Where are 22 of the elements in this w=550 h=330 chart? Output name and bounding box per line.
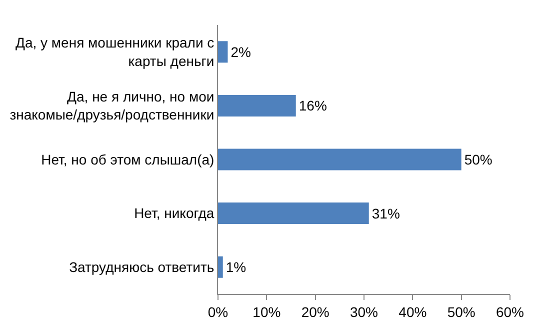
bar bbox=[218, 148, 462, 170]
y-tick-label: Да, у меня мошенники крали с карты деньги bbox=[16, 34, 214, 69]
y-tick-label: Нет, но об этом слышал(а) bbox=[41, 151, 214, 168]
x-tick-label: 10% bbox=[252, 304, 281, 320]
y-tick-label: Нет, никогда bbox=[134, 205, 214, 222]
bar bbox=[218, 256, 223, 278]
x-tick-label: 60% bbox=[496, 304, 524, 320]
x-tick-label: 20% bbox=[301, 304, 330, 320]
x-tick-label: 40% bbox=[398, 304, 427, 320]
y-tick-label: Затрудняюсь ответить bbox=[69, 259, 214, 275]
data-label: 1% bbox=[226, 259, 246, 276]
y-tick-label: Да, не я лично, но мои знакомые/друзья/родственники bbox=[10, 88, 214, 123]
x-tick-label: 30% bbox=[350, 304, 378, 320]
bar bbox=[218, 202, 369, 224]
bar bbox=[218, 94, 296, 116]
data-label: 31% bbox=[372, 205, 400, 222]
x-tick-label: 50% bbox=[447, 304, 476, 320]
x-tick-label: 0% bbox=[208, 304, 228, 320]
bar bbox=[218, 41, 228, 63]
data-label: 2% bbox=[230, 44, 251, 60]
data-label: 16% bbox=[298, 98, 327, 114]
data-label: 50% bbox=[464, 152, 492, 168]
